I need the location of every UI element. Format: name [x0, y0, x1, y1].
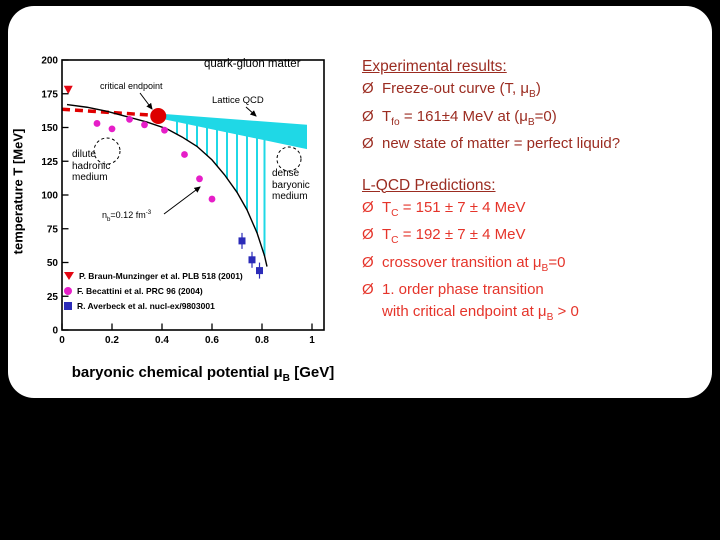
bullet-text: crossover transition at μB=0 [382, 253, 566, 274]
annotation-arrows [139, 92, 257, 215]
bullet-text: TC = 192 ± 7 ± 4 MeV [382, 226, 526, 246]
annotation-quark-gluon-matter: quark-gluon matter [204, 58, 301, 70]
bullet-item: Ø 1. order phase transition [362, 279, 714, 301]
svg-text:25: 25 [47, 292, 59, 303]
annotation-baryon-density: nb=0.12 fm-3 [102, 209, 152, 223]
svg-text:50: 50 [47, 258, 59, 269]
lattice-qcd-band [164, 114, 307, 150]
legend-item: P. Braun-Munzinger et al. PLB 518 (2001) [64, 268, 243, 283]
annotation-critical-endpoint: critical endpoint [100, 81, 163, 91]
legend-label: R. Averbeck et al. nucl-ex/9803001 [77, 300, 215, 311]
legend-item: R. Averbeck et al. nucl-ex/9803001 [64, 298, 243, 313]
region-highlight-left [93, 137, 121, 165]
svg-text:150: 150 [41, 123, 58, 134]
svg-text:0.4: 0.4 [155, 335, 169, 346]
text-section: L-QCD Predictions: Ø TC = 151 ± 7 ± 4 MeV Ø… [362, 175, 714, 329]
bullet-icon [362, 301, 382, 329]
series-circle [93, 116, 216, 203]
bullet-item: Ø Tfo = 161±4 MeV at (μB=0) [362, 106, 714, 134]
bullet-icon: Ø [362, 253, 374, 271]
annotation-dilute-hadronic-medium: dilute hadronic medium [72, 149, 111, 183]
bullet-icon: Ø [362, 135, 374, 152]
svg-text:1: 1 [309, 335, 315, 346]
svg-text:200: 200 [41, 56, 58, 67]
text-section: Experimental results: Ø Freeze-out curve (… [362, 56, 714, 155]
results-text-panel: Experimental results: Ø Freeze-out curve (… [362, 56, 714, 328]
annotation-lattice-qcd: Lattice QCD [212, 95, 264, 106]
bullet-icon: Ø [362, 107, 374, 125]
bullet-item: with critical endpoint at μB > 0 [362, 301, 714, 329]
axis-tick-labels: 0 0.2 0.4 0.6 0.8 1 0 25 50 75 100 125 150 175 200 [41, 56, 315, 347]
phase-diagram-svg: 0 0.2 0.4 0.6 0.8 1 0 25 50 75 100 125 150 175 200 [41, 56, 325, 347]
x-axis-label: baryonic chemical potential μB [GeV] [71, 364, 335, 384]
series-triangle-down [63, 85, 73, 95]
section-title: Experimental results: [362, 58, 507, 75]
phase-diagram-figure: temperature T [MeV] 0 0.2 0.4 0.6 0.8 1 0 25 50 7… [8, 34, 370, 398]
svg-text:75: 75 [47, 224, 59, 235]
bullet-text: TC = 151 ± 7 ± 4 MeV [382, 198, 526, 219]
bullet-item: Ø TC = 151 ± 7 ± 4 MeV [362, 197, 714, 225]
svg-text:0: 0 [59, 335, 65, 346]
bullet-icon: Ø [362, 226, 374, 243]
bullet-text: new state of matter = perfect liquid? [382, 135, 621, 152]
annotation-dense-baryonic-medium: dense baryonic medium [272, 168, 310, 202]
bullet-text: Freeze-out curve (T, μB) [382, 80, 541, 100]
bullet-text: Tfo = 161±4 MeV at (μB=0) [382, 107, 557, 128]
bullet-item: Ø Freeze-out curve (T, μB) [362, 78, 714, 106]
region-highlight-right [276, 146, 302, 172]
plot-legend: P. Braun-Munzinger et al. PLB 518 (2001)… [64, 268, 243, 313]
series-square [238, 232, 263, 279]
critical-endpoint-marker [150, 108, 167, 125]
svg-text:100: 100 [41, 191, 58, 202]
svg-text:125: 125 [41, 157, 58, 168]
legend-marker-triangle-down-icon [64, 271, 74, 280]
svg-text:0.8: 0.8 [255, 335, 269, 346]
bullet-icon: Ø [362, 198, 374, 216]
bullet-icon: Ø [362, 80, 374, 97]
legend-item: F. Becattini et al. PRC 96 (2004) [64, 283, 243, 298]
plot-area: 0 0.2 0.4 0.6 0.8 1 0 25 50 75 100 125 150 175 200 qua… [14, 52, 346, 354]
svg-text:0.6: 0.6 [205, 335, 219, 346]
axis-ticks [61, 59, 313, 331]
bullet-item: Ø TC = 192 ± 7 ± 4 MeV [362, 224, 714, 252]
section-title: L-QCD Predictions: [362, 176, 496, 194]
svg-text:175: 175 [41, 89, 58, 100]
svg-text:0: 0 [52, 326, 58, 337]
bullet-icon: Ø [362, 281, 374, 298]
bullet-text: 1. order phase transition [382, 281, 544, 298]
bullet-text: with critical endpoint at μB > 0 [382, 302, 579, 323]
legend-marker-circle-icon [64, 286, 72, 295]
svg-text:0.2: 0.2 [105, 335, 119, 346]
slide-card: temperature T [MeV] 0 0.2 0.4 0.6 0.8 1 0 25 50 7… [8, 6, 712, 398]
legend-label: F. Becattini et al. PRC 96 (2004) [77, 285, 203, 296]
freezeout-curve [66, 103, 268, 267]
legend-label: P. Braun-Munzinger et al. PLB 518 (2001) [79, 270, 243, 281]
legend-marker-square-icon [64, 301, 72, 310]
band-drop-lines [176, 120, 266, 256]
